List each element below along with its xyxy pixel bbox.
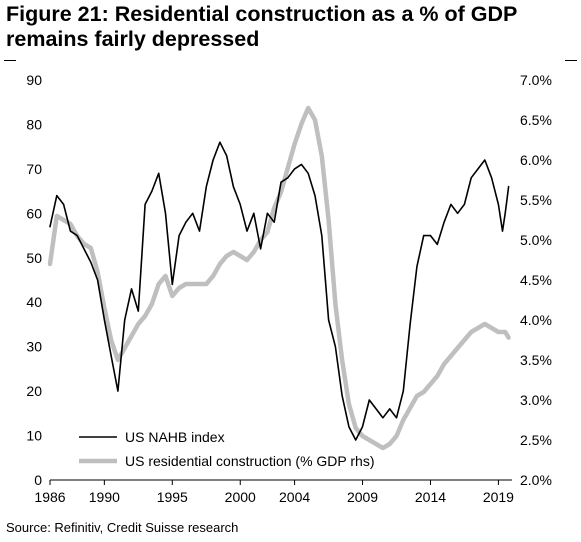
series-group <box>47 105 511 451</box>
y-right-tick-label: 2.5% <box>520 432 552 448</box>
chart-title: Figure 21: Residential construction as a… <box>6 2 576 52</box>
legend: US NAHB index US residential constructio… <box>79 429 375 469</box>
series-line-residential <box>47 105 511 451</box>
x-tick-label: 2019 <box>483 489 514 505</box>
y-right-tick-label: 4.5% <box>520 272 552 288</box>
title-rule-left <box>4 60 16 61</box>
x-tick-label: 2004 <box>279 489 310 505</box>
title-rule-right <box>565 60 577 61</box>
x-tick-label: 2014 <box>415 489 446 505</box>
y-left-tick-label: 60 <box>26 205 42 221</box>
series-line-nahb <box>49 141 510 441</box>
y-right-tick-label: 7.0% <box>520 72 552 88</box>
y-left-tick-label: 0 <box>34 472 42 488</box>
y-right-tick-label: 2.0% <box>520 472 552 488</box>
y-right-tick-label: 6.0% <box>520 152 552 168</box>
legend-label-residential: US residential construction (% GDP rhs) <box>125 453 375 469</box>
y-left-tick-label: 10 <box>26 428 42 444</box>
x-tick-label: 1990 <box>89 489 120 505</box>
chart-title-line2: remains fairly depressed <box>6 27 260 51</box>
source-note: Source: Refinitiv, Credit Suisse researc… <box>6 520 239 535</box>
legend-label-nahb: US NAHB index <box>125 429 225 445</box>
axes-group: 0 10 20 30 40 50 60 70 80 90 2.0% 2.5% 3.0% 3.5% 4.0% 4… <box>26 72 552 505</box>
y-right-tick-label: 5.0% <box>520 232 552 248</box>
x-tick-label: 1995 <box>157 489 188 505</box>
y-left-tick-label: 20 <box>26 383 42 399</box>
y-right-tick-label: 3.0% <box>520 392 552 408</box>
x-tick-label: 2000 <box>225 489 256 505</box>
y-left-tick-label: 30 <box>26 339 42 355</box>
y-left-tick-label: 70 <box>26 161 42 177</box>
x-tick-label: 2009 <box>347 489 378 505</box>
y-left-tick-label: 90 <box>26 72 42 88</box>
y-left-tick-label: 50 <box>26 250 42 266</box>
x-tick-label: 1986 <box>34 489 65 505</box>
y-right-tick-label: 6.5% <box>520 112 552 128</box>
y-right-tick-label: 4.0% <box>520 312 552 328</box>
y-left-tick-label: 80 <box>26 116 42 132</box>
chart-title-line1: Figure 21: Residential construction as a… <box>6 2 518 26</box>
y-right-tick-label: 3.5% <box>520 352 552 368</box>
y-right-tick-label: 5.5% <box>520 192 552 208</box>
y-left-tick-label: 40 <box>26 294 42 310</box>
